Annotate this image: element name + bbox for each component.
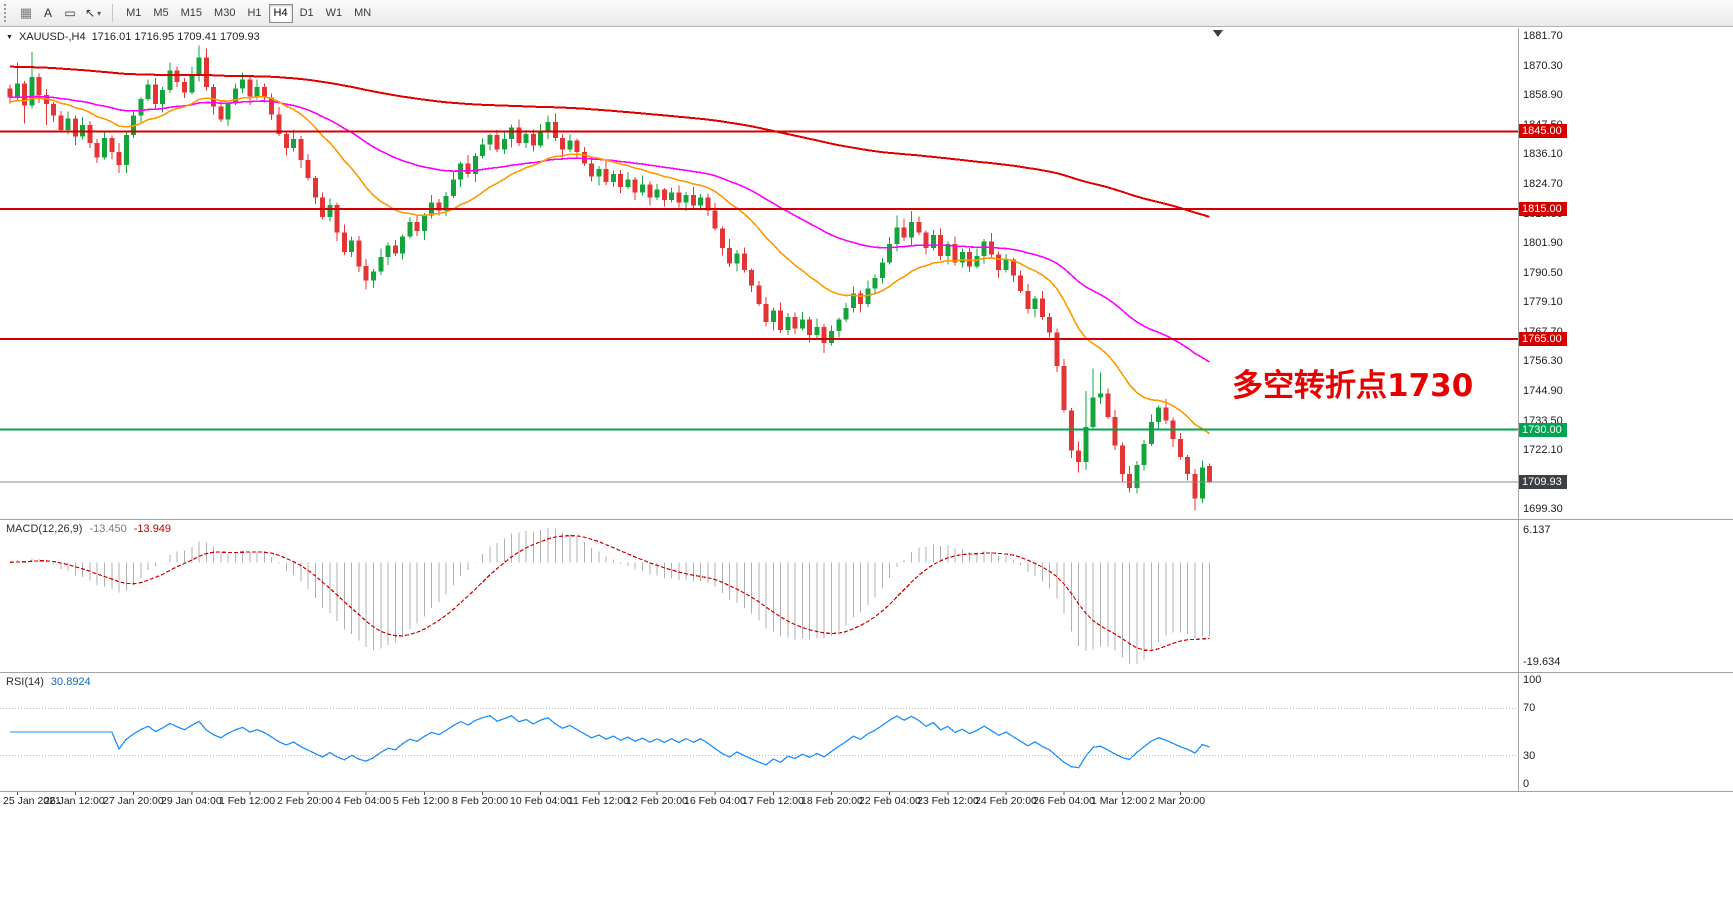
time-axis-label: 5 Feb 12:00 xyxy=(393,795,450,807)
text-label-tool-button[interactable]: A xyxy=(37,3,59,24)
time-axis-label: 26 Jan 12:00 xyxy=(44,795,105,807)
time-axis-label: 25 Jan 2021 xyxy=(3,795,61,807)
chart-symbol-period: XAUUSD-,H4 xyxy=(18,31,86,43)
macd-value-main: -13.450 xyxy=(89,523,127,535)
time-axis-label: 1 Feb 12:00 xyxy=(219,795,276,807)
time-axis-label: 17 Feb 12:00 xyxy=(742,795,804,807)
time-axis-label: 10 Feb 04:00 xyxy=(510,795,572,807)
macd-value-signal: -13.949 xyxy=(133,523,172,535)
rsi-label: RSI(14) 30.8924 xyxy=(6,676,91,688)
timeframe-m5-button[interactable]: M5 xyxy=(148,4,173,23)
price-axis-label: 1756.30 xyxy=(1523,355,1563,367)
arrow-cursor-icon: ↖ xyxy=(85,6,96,20)
price-axis-label: 1824.70 xyxy=(1523,178,1563,190)
timeframe-h1-button[interactable]: H1 xyxy=(242,4,266,23)
price-axis-label: 1858.90 xyxy=(1523,89,1563,101)
time-axis-label: 27 Jan 20:00 xyxy=(103,795,164,807)
price-axis-label: 1836.10 xyxy=(1523,148,1563,160)
time-axis-label: 26 Feb 04:00 xyxy=(1033,795,1095,807)
letter-a-icon: A xyxy=(43,6,52,20)
price-axis-label: 1722.10 xyxy=(1523,444,1563,456)
rsi-axis-label: 0 xyxy=(1523,778,1530,790)
timeframe-h4-button[interactable]: H4 xyxy=(268,3,293,23)
grid-tool-button[interactable]: ▦ xyxy=(15,3,37,24)
shape-tool-button[interactable]: ▭ xyxy=(59,3,81,24)
rsi-axis-label: 100 xyxy=(1523,674,1542,686)
time-axis-label: 22 Feb 04:00 xyxy=(859,795,921,807)
time-axis-label: 18 Feb 20:00 xyxy=(801,795,863,807)
hline-badge: 1815.00 xyxy=(1519,202,1567,216)
price-axis-label: 1744.90 xyxy=(1523,385,1563,397)
timeframe-d1-button[interactable]: D1 xyxy=(295,4,319,23)
timeframe-m30-button[interactable]: M30 xyxy=(209,4,240,23)
time-axis-label: 12 Feb 20:00 xyxy=(626,795,688,807)
toolbar: ▦ A ▭ ↖ ▾ M1 M5 M15 M30 H1 H4 D1 W1 MN xyxy=(0,0,1733,27)
rsi-axis-label: 30 xyxy=(1523,750,1536,762)
time-axis-label: 29 Jan 04:00 xyxy=(161,795,222,807)
macd-axis-min-label: -19.634 xyxy=(1523,656,1561,668)
time-axis-label: 11 Feb 12:00 xyxy=(568,795,630,807)
price-axis-label: 1870.30 xyxy=(1523,60,1563,72)
price-axis-label: 1790.50 xyxy=(1523,267,1563,279)
time-axis-label: 8 Feb 20:00 xyxy=(452,795,509,807)
timeframe-m15-button[interactable]: M15 xyxy=(176,4,207,23)
chart-ohlc-values: 1716.01 1716.95 1709.41 1709.93 xyxy=(91,31,260,43)
rsi-panel[interactable] xyxy=(0,673,1518,791)
time-axis-label: 4 Feb 04:00 xyxy=(335,795,392,807)
current-price-badge: 1709.93 xyxy=(1519,475,1567,489)
rsi-value: 30.8924 xyxy=(50,676,91,688)
time-axis-label: 2 Feb 20:00 xyxy=(277,795,334,807)
macd-name: MACD(12,26,9) xyxy=(6,523,83,535)
price-axis-label: 1801.90 xyxy=(1523,237,1563,249)
hline-badge: 1730.00 xyxy=(1519,423,1567,437)
main-chart-area[interactable] xyxy=(0,28,1518,519)
hline-badge: 1845.00 xyxy=(1519,124,1567,138)
hline-badge: 1765.00 xyxy=(1519,332,1567,346)
time-axis-label: 24 Feb 20:00 xyxy=(975,795,1037,807)
time-axis-label: 1 Mar 12:00 xyxy=(1091,795,1148,807)
toolbar-drag-handle[interactable] xyxy=(4,4,10,22)
toolbar-separator xyxy=(112,4,114,22)
cursor-tool-button[interactable]: ↖ ▾ xyxy=(81,3,105,24)
chart-header: ▼ XAUUSD-,H4 1716.01 1716.95 1709.41 170… xyxy=(6,31,260,43)
rsi-name: RSI(14) xyxy=(6,676,44,688)
timeframe-m1-button[interactable]: M1 xyxy=(121,4,146,23)
rectangle-icon: ▭ xyxy=(64,6,76,20)
macd-label: MACD(12,26,9) -13.450 -13.949 xyxy=(6,523,171,535)
chart-annotation-text[interactable]: 多空转折点1730 xyxy=(1232,368,1474,404)
grid-icon: ▦ xyxy=(19,5,33,20)
price-axis[interactable] xyxy=(1518,28,1733,792)
macd-axis-max-label: 6.137 xyxy=(1523,524,1551,536)
collapse-triangle-icon[interactable]: ▼ xyxy=(6,33,13,41)
price-axis-label: 1699.30 xyxy=(1523,503,1563,515)
timeframe-mn-button[interactable]: MN xyxy=(349,4,376,23)
macd-panel[interactable] xyxy=(0,520,1518,672)
time-axis-label: 2 Mar 20:00 xyxy=(1149,795,1206,807)
time-axis-label: 16 Feb 04:00 xyxy=(684,795,746,807)
time-axis-label: 23 Feb 12:00 xyxy=(917,795,979,807)
timeframe-w1-button[interactable]: W1 xyxy=(321,4,348,23)
price-axis-label: 1881.70 xyxy=(1523,30,1563,42)
chevron-down-icon: ▾ xyxy=(97,8,102,18)
price-axis-label: 1779.10 xyxy=(1523,296,1563,308)
rsi-axis-label: 70 xyxy=(1523,702,1536,714)
